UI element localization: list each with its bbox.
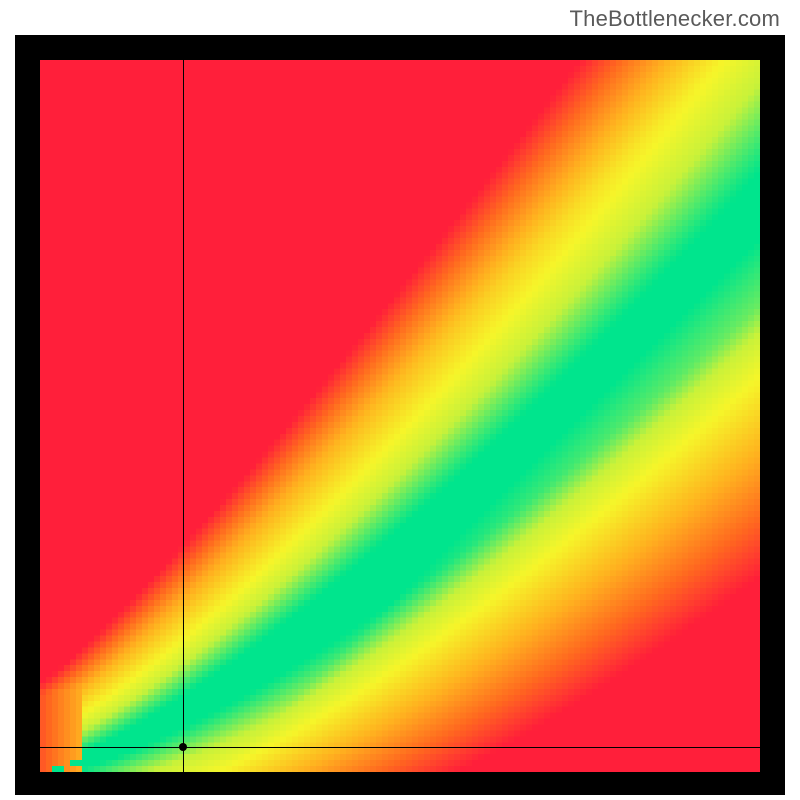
crosshair-vertical <box>183 60 184 772</box>
root: TheBottlenecker.com <box>0 0 800 800</box>
crosshair-horizontal <box>40 747 760 748</box>
marker-dot <box>179 743 187 751</box>
plot-frame <box>15 35 785 795</box>
watermark-text: TheBottlenecker.com <box>570 6 780 32</box>
heatmap-canvas <box>40 60 760 772</box>
plot-area <box>40 60 760 772</box>
